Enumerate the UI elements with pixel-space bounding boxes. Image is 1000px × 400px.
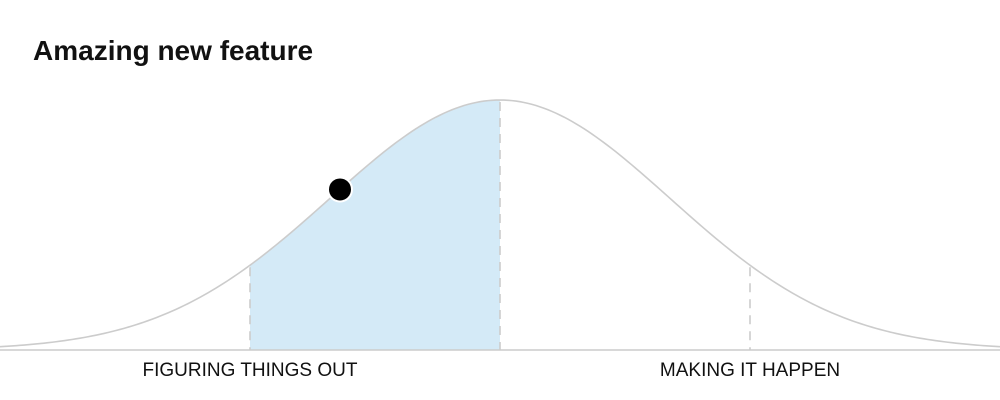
progress-marker[interactable] (327, 176, 353, 203)
progress-highlight-area (250, 100, 500, 350)
phase-label-figuring-out: FIGURING THINGS OUT (142, 360, 358, 381)
phase-label-making-it-happen: MAKING IT HAPPEN (659, 360, 841, 381)
page-title: Amazing new feature (33, 35, 314, 66)
hill-curve (0, 99, 1000, 348)
